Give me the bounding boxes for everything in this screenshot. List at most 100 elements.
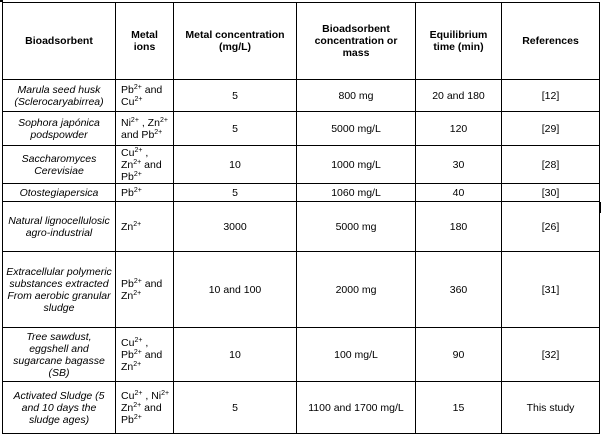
cell-metal-concentration: 10 and 100 — [173, 251, 297, 328]
cell-equilibrium-time: 90 — [415, 327, 502, 382]
header-metal-concentration: Metal concentration (mg/L) — [173, 2, 297, 80]
cell-reference: [32] — [501, 327, 600, 382]
cell-metal-ions: Pb2+ and Zn2+ — [115, 251, 174, 328]
header-metal-ions: Metal ions — [115, 2, 174, 80]
ion-symbol: Zn — [147, 116, 160, 129]
ion-symbol: and — [144, 158, 162, 171]
ion-symbol: Ni — [121, 116, 131, 129]
cell-bioadsorbent: Saccharomyces Cerevisiae — [2, 145, 116, 184]
ion-symbol: and — [144, 348, 163, 361]
ion-symbol: Cu — [121, 146, 135, 159]
cell-bioadsorbent: Tree sawdust, eggshell and sugarcane bag… — [2, 327, 116, 382]
cell-bioadsorbent-amount: 1100 and 1700 mg/L — [296, 381, 416, 434]
ion-charge: 2+ — [154, 128, 163, 136]
table-row: Activated Sludge (5 and 10 days the slud… — [2, 381, 600, 434]
cell-reference: This study — [501, 381, 600, 434]
table-row: Saccharomyces Cerevisiae Cu2+ , Zn2+ and … — [2, 145, 600, 184]
cell-reference: [12] — [501, 79, 600, 112]
cell-equilibrium-time: 120 — [415, 111, 502, 146]
cell-metal-ions: Pb2+ and Cu2+ — [115, 79, 174, 112]
ion-charge: 2+ — [133, 186, 142, 194]
cell-equilibrium-time: 180 — [415, 201, 502, 252]
cell-bioadsorbent: Sophora japónica podspowder — [2, 111, 116, 146]
header-equilibrium-time: Equilibrium time (min) — [415, 2, 502, 80]
cell-bioadsorbent-amount: 5000 mg/L — [296, 111, 416, 146]
cell-bioadsorbent-amount: 1000 mg/L — [296, 145, 416, 184]
header-row: Bioadsorbent Metal ions Metal concentrat… — [2, 2, 600, 80]
ion-symbol: Zn — [121, 289, 134, 302]
cell-reference: [26] — [501, 201, 600, 252]
cell-metal-concentration: 5 — [173, 111, 297, 146]
ion-symbol: , — [145, 389, 149, 402]
ion-charge: 2+ — [133, 158, 142, 166]
cell-metal-concentration: 5 — [173, 381, 297, 434]
header-references: References — [501, 2, 600, 80]
ion-symbol: Pb — [121, 83, 134, 96]
ion-charge: 2+ — [133, 289, 142, 297]
ion-symbol: Cu — [121, 95, 135, 108]
ion-charge: 2+ — [133, 413, 142, 421]
ion-charge: 2+ — [133, 170, 142, 178]
cell-bioadsorbent-amount: 1060 mg/L — [296, 183, 416, 202]
cell-metal-ions: Cu2+ , Ni2+ Zn2+ and Pb2+ — [115, 381, 174, 434]
cell-metal-ions: Cu2+ , Zn2+ and Pb2+ — [115, 145, 174, 184]
ion-symbol: Pb — [121, 170, 134, 183]
ion-symbol: Zn — [121, 220, 134, 233]
cell-equilibrium-time: 15 — [415, 381, 502, 434]
table-body: Marula seed husk (Sclerocaryabirrea) Pb2+… — [2, 79, 600, 434]
cell-metal-ions: Ni2+ , Zn2+ and Pb2+ — [115, 111, 174, 146]
ion-charge: 2+ — [134, 95, 143, 103]
text-cursor — [600, 202, 601, 213]
cell-equilibrium-time: 30 — [415, 145, 502, 184]
table-row: Tree sawdust, eggshell and sugarcane bag… — [2, 327, 600, 382]
ion-charge: 2+ — [133, 220, 142, 228]
cell-equilibrium-time: 40 — [415, 183, 502, 202]
cell-metal-concentration: 5 — [173, 79, 297, 112]
ion-symbol: Pb — [121, 186, 134, 199]
ion-charge: 2+ — [134, 389, 143, 397]
ion-symbol: and — [144, 277, 163, 290]
header-bioadsorbent-concentration: Bioadsorbent concentration or mass — [296, 2, 416, 80]
table-row: Extracellular polymeric substances extra… — [2, 251, 600, 328]
cell-bioadsorbent: Marula seed husk (Sclerocaryabirrea) — [2, 79, 116, 112]
cell-metal-concentration: 10 — [173, 145, 297, 184]
ion-charge: 2+ — [134, 336, 143, 344]
table-row: Marula seed husk (Sclerocaryabirrea) Pb2+… — [2, 79, 600, 112]
ion-symbol: , — [141, 116, 145, 129]
ion-charge: 2+ — [159, 116, 168, 124]
ion-symbol: Cu — [121, 336, 135, 349]
cell-metal-concentration: 5 — [173, 183, 297, 202]
ion-charge: 2+ — [161, 389, 170, 397]
cell-metal-ions: Zn2+ — [115, 201, 174, 252]
ion-symbol: and Pb — [121, 401, 162, 426]
ion-charge: 2+ — [133, 277, 142, 285]
table-anchor-mark — [0, 0, 3, 2]
cell-bioadsorbent: Natural lignocellulosic agro-industrial — [2, 201, 116, 252]
ion-symbol: Zn — [121, 360, 134, 373]
cell-metal-ions: Cu2+ , Pb2+ and Zn2+ — [115, 327, 174, 382]
table-row: Otostegiapersica Pb2+ 5 1060 mg/L 40 [30] — [2, 183, 600, 202]
cell-reference: [28] — [501, 145, 600, 184]
cell-bioadsorbent: Otostegiapersica — [2, 183, 116, 202]
ion-symbol: Pb — [121, 348, 134, 361]
ion-charge: 2+ — [133, 360, 142, 368]
ion-charge: 2+ — [130, 116, 139, 124]
cell-equilibrium-time: 360 — [415, 251, 502, 328]
cell-bioadsorbent: Activated Sludge (5 and 10 days the slud… — [2, 381, 116, 434]
ion-symbol: and Pb — [121, 128, 155, 141]
ion-charge: 2+ — [133, 348, 142, 356]
ion-charge: 2+ — [133, 83, 142, 91]
cell-metal-concentration: 3000 — [173, 201, 297, 252]
cell-equilibrium-time: 20 and 180 — [415, 79, 502, 112]
cell-bioadsorbent-amount: 5000 mg — [296, 201, 416, 252]
cell-reference: [30] — [501, 183, 600, 202]
cell-metal-concentration: 10 — [173, 327, 297, 382]
cell-reference: [31] — [501, 251, 600, 328]
ion-symbol: Zn — [121, 158, 134, 171]
ion-symbol: Pb — [121, 277, 134, 290]
ion-charge: 2+ — [133, 401, 142, 409]
cell-bioadsorbent: Extracellular polymeric substances extra… — [2, 251, 116, 328]
cell-bioadsorbent-amount: 100 mg/L — [296, 327, 416, 382]
ion-charge: 2+ — [134, 146, 143, 154]
header-bioadsorbent: Bioadsorbent — [2, 2, 116, 80]
